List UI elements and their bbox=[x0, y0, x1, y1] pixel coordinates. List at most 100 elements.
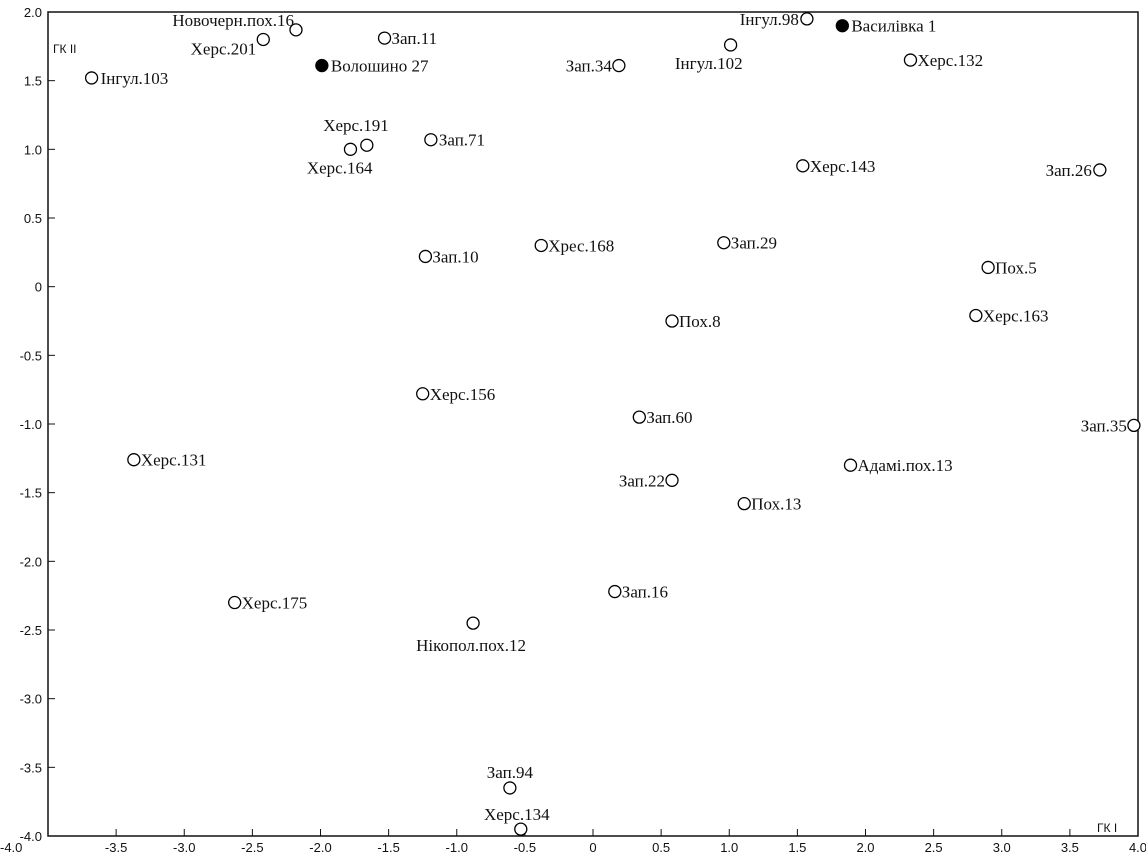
data-point: Зап.11 bbox=[377, 29, 437, 48]
open-circle-marker bbox=[228, 595, 242, 610]
data-point: Зап.34 bbox=[566, 57, 626, 76]
y-tick-label: 0 bbox=[35, 280, 42, 295]
y-tick-label: -0.5 bbox=[20, 348, 42, 363]
data-point: Зап.94 bbox=[487, 763, 534, 795]
open-circle-marker bbox=[360, 138, 374, 152]
point-label: Пох.5 bbox=[995, 258, 1037, 277]
data-point: Херс.132 bbox=[903, 51, 983, 70]
data-point: Інгул.98 bbox=[740, 10, 814, 29]
y-tick-label: 1.5 bbox=[24, 74, 42, 89]
point-label: Інгул.102 bbox=[675, 54, 743, 73]
point-label: Адамі.пох.13 bbox=[858, 456, 953, 475]
point-label: Василівка 1 bbox=[851, 17, 936, 36]
open-circle-marker bbox=[377, 31, 392, 45]
point-label: Зап.26 bbox=[1046, 161, 1092, 180]
x-tick-label: -3.0 bbox=[173, 840, 195, 855]
y-tick-label: 1.0 bbox=[24, 142, 42, 157]
y-tick-label: 2.0 bbox=[24, 5, 42, 20]
point-label: Зап.29 bbox=[731, 234, 777, 253]
point-label: Херс.132 bbox=[917, 51, 983, 70]
data-point: Нікопол.пох.12 bbox=[416, 616, 526, 655]
point-label: Зап.34 bbox=[566, 57, 613, 76]
data-point: Зап.60 bbox=[632, 408, 693, 427]
y-tick-label: -2.5 bbox=[20, 623, 42, 638]
point-label: Херс.143 bbox=[810, 157, 876, 176]
data-point: Зап.16 bbox=[608, 583, 668, 602]
open-circle-marker bbox=[608, 584, 622, 599]
data-point: Зап.35 bbox=[1081, 416, 1141, 435]
x-tick-label: -4.0 bbox=[0, 840, 22, 855]
open-circle-marker bbox=[723, 38, 738, 52]
data-point: Зап.29 bbox=[717, 234, 777, 253]
point-label: Пох.13 bbox=[751, 495, 801, 514]
x-axis: -4.0 -3.5 -3.0 -2.5 -2.0 -1.5 -1.0 -0.5 0 0.5 1.0 1… bbox=[0, 829, 1146, 855]
point-label: Херс.191 bbox=[323, 116, 389, 135]
x-tick-label: 3.5 bbox=[1061, 840, 1079, 855]
filled-circle-marker bbox=[315, 58, 329, 73]
open-circle-marker bbox=[514, 822, 528, 836]
y-tick-label: -4.0 bbox=[20, 829, 42, 844]
data-point: Херс.143 bbox=[796, 157, 876, 176]
data-point: Зап.71 bbox=[424, 131, 485, 150]
data-point: Новочерн.пох.16 bbox=[172, 11, 303, 37]
open-circle-marker bbox=[1093, 163, 1107, 177]
point-label: Херс.164 bbox=[307, 158, 373, 177]
open-circle-marker bbox=[289, 23, 303, 37]
open-circle-marker bbox=[127, 453, 141, 467]
point-label: Інгул.103 bbox=[101, 69, 169, 88]
x-tick-label: -2.5 bbox=[241, 840, 263, 855]
x-tick-label: 2.5 bbox=[925, 840, 943, 855]
points-layer: Новочерн.пох.16 Херс.201 Інгул.103 Волошино… bbox=[84, 10, 1141, 836]
y-tick-label: -3.5 bbox=[20, 760, 42, 775]
x-tick-label: 0 bbox=[589, 840, 596, 855]
data-point: Хрес.168 bbox=[534, 236, 614, 255]
data-point: Інгул.102 bbox=[675, 38, 743, 73]
open-circle-marker bbox=[800, 12, 814, 26]
open-circle-marker bbox=[1127, 418, 1141, 433]
point-label: Херс.175 bbox=[242, 594, 308, 613]
open-circle-marker bbox=[717, 236, 731, 250]
open-circle-marker bbox=[665, 314, 679, 328]
open-circle-marker bbox=[424, 133, 438, 147]
data-point: Адамі.пох.13 bbox=[843, 456, 953, 475]
open-circle-marker bbox=[612, 58, 626, 73]
open-circle-marker bbox=[665, 473, 679, 487]
x-tick-label: -1.5 bbox=[377, 840, 399, 855]
y-axis-label: ГК II bbox=[53, 42, 77, 56]
point-label: Херс.201 bbox=[191, 39, 257, 58]
x-axis-label: ГК I bbox=[1097, 821, 1117, 835]
y-axis: 2.0 1.5 1.0 0.5 0 -0.5 -1.0 -1.5 -2.0 -2.5 -3.0 -3.… bbox=[20, 5, 55, 844]
y-tick-label: 0.5 bbox=[24, 211, 42, 226]
data-point: Волошино 27 bbox=[315, 57, 429, 76]
data-point: Херс.164 bbox=[307, 142, 373, 177]
data-point: Пох.5 bbox=[981, 258, 1037, 277]
data-point: Херс.131 bbox=[127, 451, 206, 470]
point-label: Херс.156 bbox=[430, 385, 496, 404]
data-point: Зап.22 bbox=[619, 471, 679, 490]
open-circle-marker bbox=[534, 238, 548, 253]
data-point: Херс.156 bbox=[416, 385, 496, 404]
data-point: Херс.201 bbox=[191, 32, 270, 58]
point-label: Херс.134 bbox=[484, 805, 550, 824]
y-tick-label: -3.0 bbox=[20, 692, 42, 707]
data-point: Зап.26 bbox=[1046, 161, 1107, 180]
y-tick-label: -2.0 bbox=[20, 554, 42, 569]
y-tick-label: -1.5 bbox=[20, 486, 42, 501]
point-label: Новочерн.пох.16 bbox=[172, 11, 294, 30]
data-point: Зап.10 bbox=[418, 247, 479, 266]
open-circle-marker bbox=[418, 249, 433, 264]
data-point: Херс.163 bbox=[969, 307, 1048, 326]
point-label: Хрес.168 bbox=[548, 236, 614, 255]
x-tick-label: -0.5 bbox=[514, 840, 536, 855]
x-tick-label: 2.0 bbox=[856, 840, 874, 855]
x-tick-label: -1.0 bbox=[446, 840, 468, 855]
x-tick-label: 0.5 bbox=[652, 840, 670, 855]
plot-frame bbox=[47, 11, 1139, 837]
point-label: Зап.10 bbox=[432, 247, 478, 266]
point-label: Інгул.98 bbox=[740, 10, 799, 29]
data-point: Херс.175 bbox=[228, 594, 308, 613]
point-label: Зап.94 bbox=[487, 763, 534, 782]
x-tick-label: -3.5 bbox=[105, 840, 127, 855]
open-circle-marker bbox=[969, 308, 983, 323]
